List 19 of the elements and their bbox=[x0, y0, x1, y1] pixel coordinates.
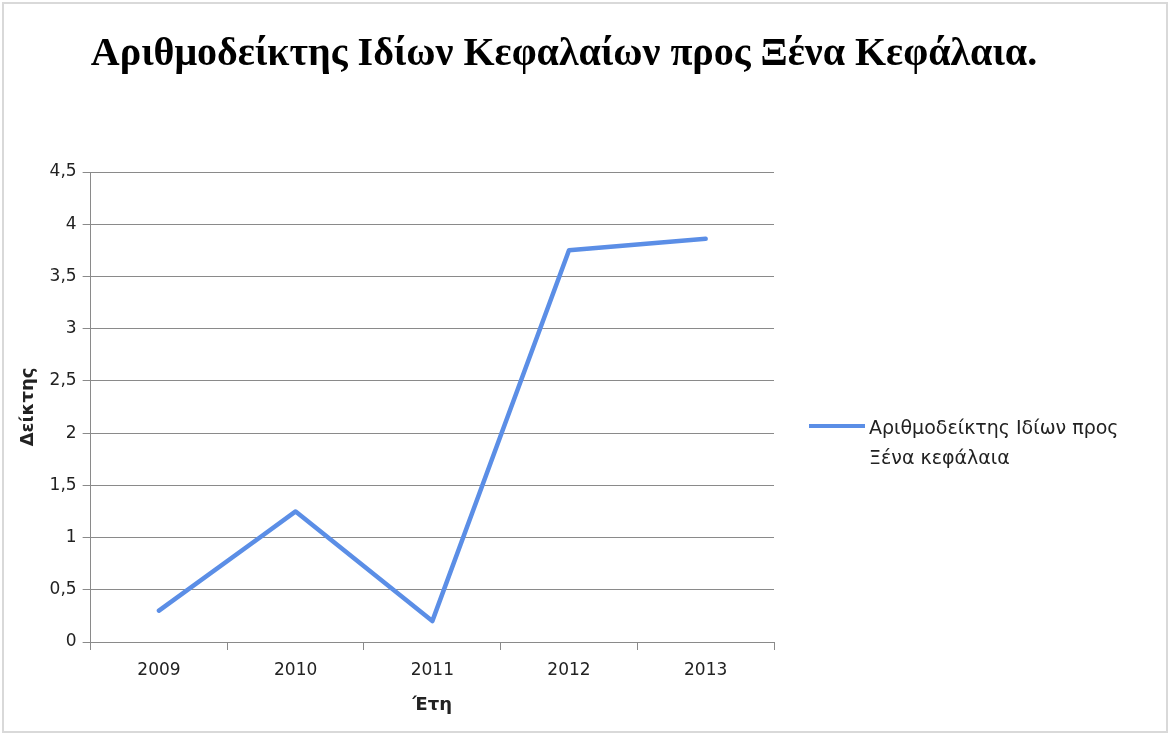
y-tick-label: 4 bbox=[65, 212, 77, 233]
y-tick-label: 0 bbox=[65, 630, 77, 651]
y-tick-label: 0,5 bbox=[49, 578, 77, 599]
x-tick-label: 2011 bbox=[410, 658, 454, 679]
y-axis-title: Δείκτης bbox=[16, 367, 38, 447]
chart-title: Αριθμοδείκτης Ιδίων Κεφαλαίων προς Ξένα Κεφάλαια. bbox=[89, 28, 1039, 76]
x-tick-label: 2013 bbox=[684, 658, 728, 679]
x-tick-label: 2012 bbox=[547, 658, 591, 679]
y-tick-label: 4,5 bbox=[49, 160, 77, 181]
x-tick-label: 2009 bbox=[137, 658, 181, 679]
x-tick-label: 2010 bbox=[274, 658, 318, 679]
y-tick-label: 1,5 bbox=[49, 473, 77, 494]
legend-label: Αριθμοδείκτης Ιδίων προς Ξένα κεφάλαια bbox=[869, 415, 1120, 470]
y-tick-label: 1 bbox=[65, 525, 77, 546]
y-tick-label: 3,5 bbox=[49, 264, 77, 285]
y-tick-label: 3 bbox=[65, 317, 77, 338]
y-tick-label: 2 bbox=[65, 421, 77, 442]
y-tick-label: 2,5 bbox=[49, 369, 77, 390]
x-axis-title: Έτη bbox=[411, 692, 453, 714]
